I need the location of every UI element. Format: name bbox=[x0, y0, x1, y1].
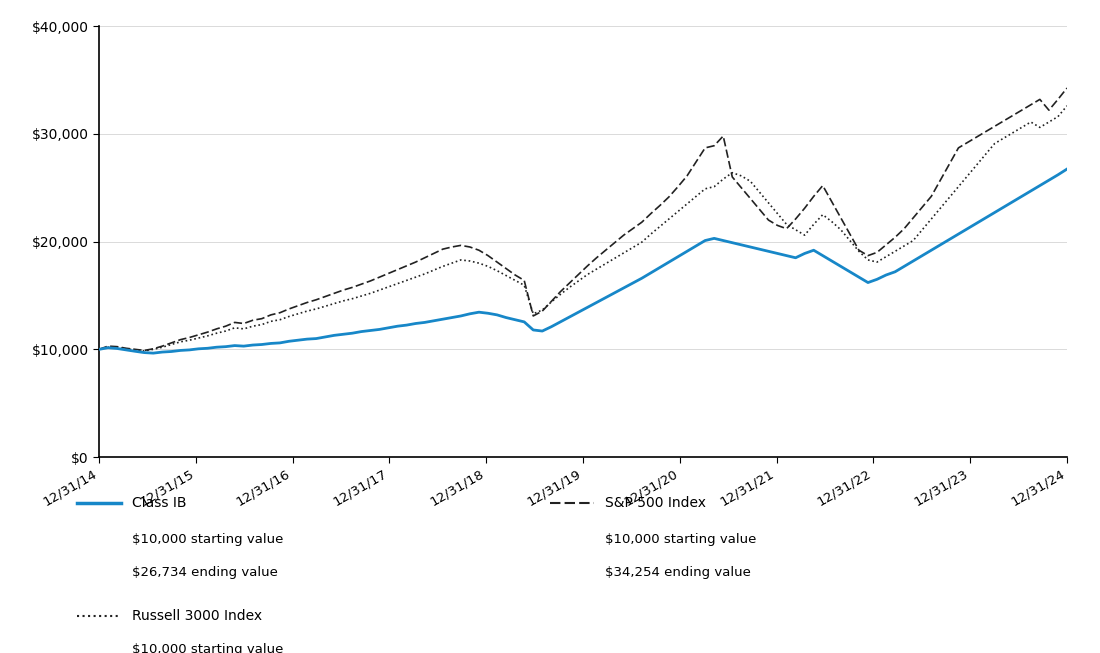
Text: $26,734 ending value: $26,734 ending value bbox=[132, 566, 278, 579]
Text: $10,000 starting value: $10,000 starting value bbox=[132, 533, 284, 546]
Text: Class IB: Class IB bbox=[132, 496, 187, 510]
Text: $10,000 starting value: $10,000 starting value bbox=[132, 643, 284, 653]
Text: $34,254 ending value: $34,254 ending value bbox=[605, 566, 751, 579]
Text: $10,000 starting value: $10,000 starting value bbox=[605, 533, 757, 546]
Text: S&P 500 Index: S&P 500 Index bbox=[605, 496, 706, 510]
Text: Russell 3000 Index: Russell 3000 Index bbox=[132, 609, 262, 624]
